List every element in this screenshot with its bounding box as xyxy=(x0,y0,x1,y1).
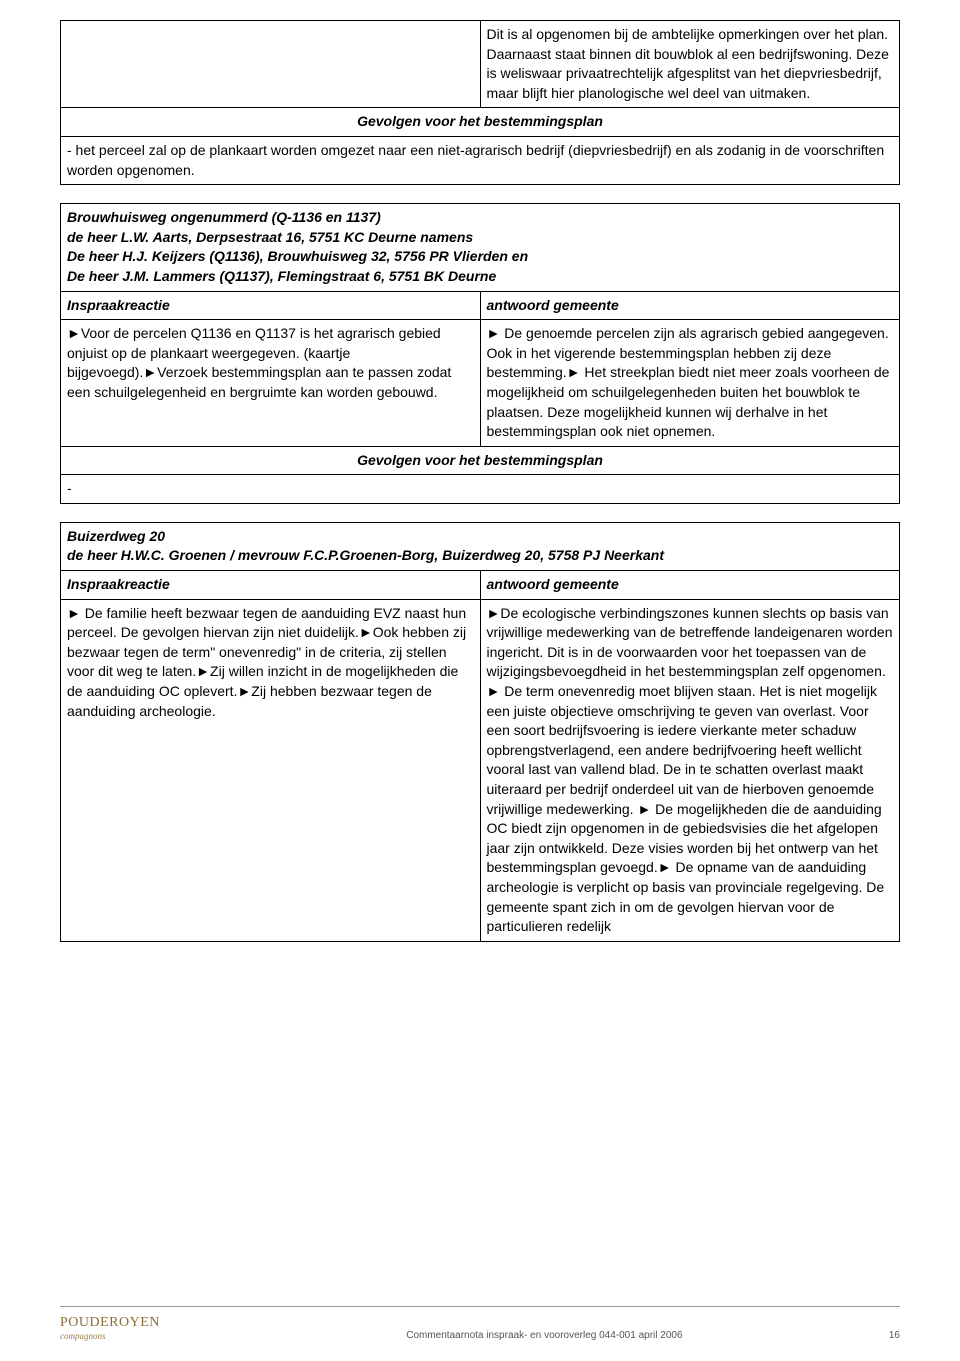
section2-table: Brouwhuisweg ongenummerd (Q-1136 en 1137… xyxy=(60,203,900,504)
section3-left-label: Inspraakreactie xyxy=(61,571,481,600)
footer-logo: POUDEROYEN compagnons xyxy=(60,1313,160,1343)
section2-right-text: ► De genoemde percelen zijn als agrarisc… xyxy=(480,320,900,447)
section2-left-text: ►Voor de percelen Q1136 en Q1137 is het … xyxy=(61,320,481,447)
section3-header-line2: de heer H.W.C. Groenen / mevrouw F.C.P.G… xyxy=(67,547,664,563)
section3-header: Buizerdweg 20 de heer H.W.C. Groenen / m… xyxy=(61,522,900,570)
section2-right-label: antwoord gemeente xyxy=(480,291,900,320)
page: Dit is al opgenomen bij de ambtelijke op… xyxy=(0,0,960,1361)
section3-table: Buizerdweg 20 de heer H.W.C. Groenen / m… xyxy=(60,522,900,942)
page-footer: POUDEROYEN compagnons Commentaarnota ins… xyxy=(60,1306,900,1343)
section2-header-line2: de heer L.W. Aarts, Derpsestraat 16, 575… xyxy=(67,229,473,245)
footer-logo-sub: compagnons xyxy=(60,1330,160,1343)
section2-header: Brouwhuisweg ongenummerd (Q-1136 en 1137… xyxy=(61,204,900,291)
section2-header-line3: De heer H.J. Keijzers (Q1136), Brouwhuis… xyxy=(67,248,528,264)
section3-left-text: ► De familie heeft bezwaar tegen de aand… xyxy=(61,599,481,941)
section3-header-line1: Buizerdweg 20 xyxy=(67,528,165,544)
section2-header-line4: De heer J.M. Lammers (Q1137), Flemingstr… xyxy=(67,268,496,284)
section1-right-cell: Dit is al opgenomen bij de ambtelijke op… xyxy=(480,21,900,108)
footer-center-text: Commentaarnota inspraak- en vooroverleg … xyxy=(200,1329,889,1343)
section2-left-label: Inspraakreactie xyxy=(61,291,481,320)
footer-page-number: 16 xyxy=(889,1329,900,1343)
section2-gevolgen-label: Gevolgen voor het bestemmingsplan xyxy=(61,446,900,475)
section2-gevolgen-text: - xyxy=(61,475,900,504)
section3-right-text: ►De ecologische verbindingszones kunnen … xyxy=(480,599,900,941)
section1-left-empty xyxy=(61,21,481,108)
section1-table: Dit is al opgenomen bij de ambtelijke op… xyxy=(60,20,900,185)
section1-gevolgen-text: - het perceel zal op de plankaart worden… xyxy=(61,136,900,184)
section1-gevolgen-label: Gevolgen voor het bestemmingsplan xyxy=(61,108,900,137)
section2-header-line1: Brouwhuisweg ongenummerd (Q-1136 en 1137… xyxy=(67,209,381,225)
section3-right-label: antwoord gemeente xyxy=(480,571,900,600)
